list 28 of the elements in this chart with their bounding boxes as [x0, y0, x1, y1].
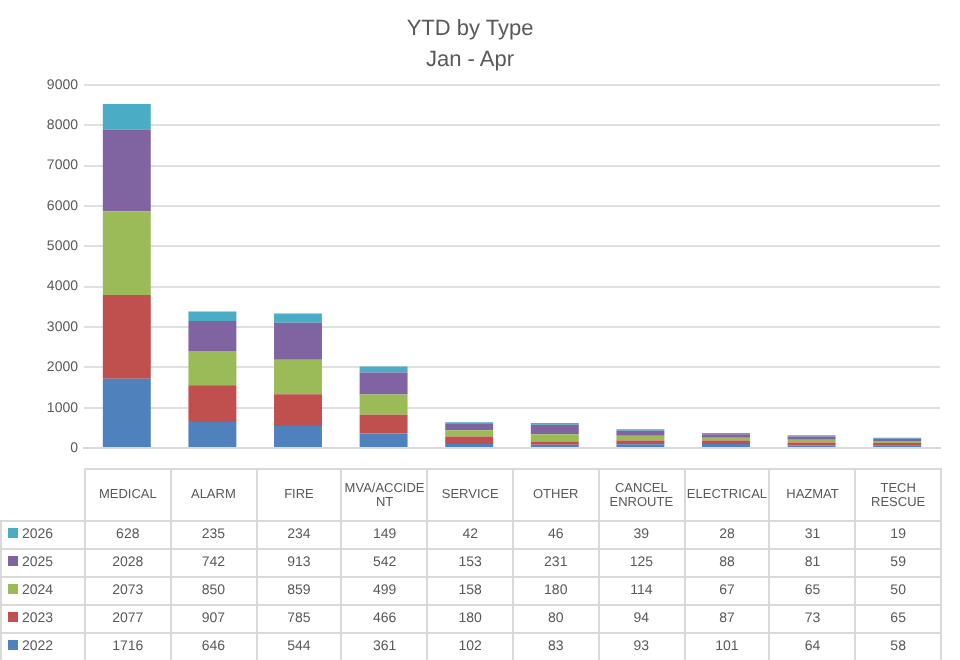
bar [188, 385, 237, 422]
bar [102, 294, 151, 379]
bar [445, 430, 494, 437]
bar [359, 414, 408, 434]
bar [530, 434, 579, 442]
bar [359, 394, 408, 415]
bar [359, 433, 408, 447]
bar [445, 436, 494, 444]
bar [188, 351, 237, 386]
bar [102, 129, 151, 212]
bar [102, 378, 151, 447]
bar [188, 421, 237, 447]
bar [359, 366, 408, 373]
bar [102, 104, 151, 130]
bar [274, 322, 322, 360]
bar [530, 424, 579, 435]
bar [445, 424, 494, 431]
bar [274, 313, 322, 323]
bar [188, 321, 237, 352]
chart-subtitle: Jan - Apr [425, 47, 515, 72]
bar [359, 372, 408, 395]
bar [274, 426, 322, 447]
bar [616, 430, 665, 436]
bar [274, 394, 322, 427]
bar [188, 311, 237, 322]
chart-title: YTD by Type [406, 17, 534, 42]
bar [102, 211, 151, 295]
bar [274, 359, 322, 395]
